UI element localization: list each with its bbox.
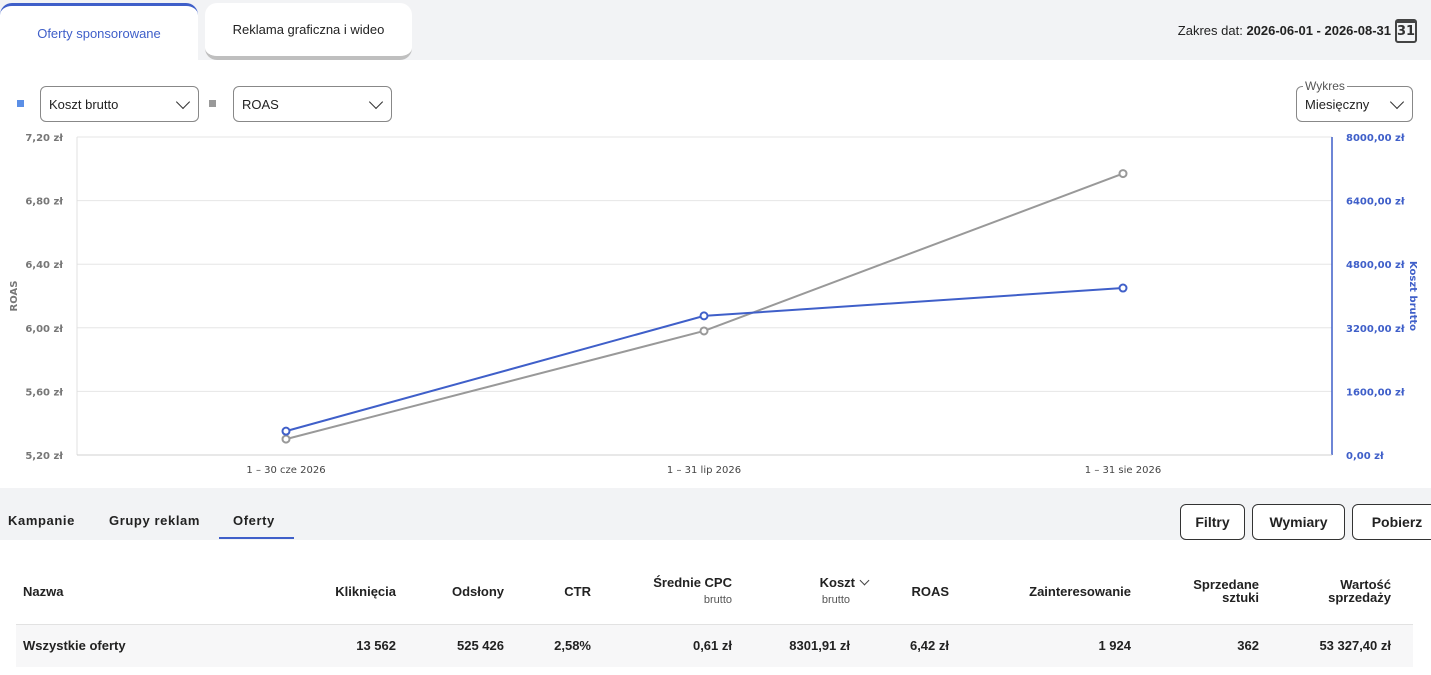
offers-table: Nazwa Kliknięcia Odsłony CTR Średnie CPC… [0, 540, 1431, 675]
download-button[interactable]: Pobierz [1352, 504, 1431, 540]
chart-period-select[interactable]: Wykres Miesięczny [1296, 79, 1413, 122]
calendar-day: 31 [1397, 24, 1416, 39]
legend-cost-square [17, 100, 24, 107]
header-interest[interactable]: Zainteresowanie [1029, 584, 1131, 599]
tab-display-video-ads[interactable]: Reklama graficzna i wideo [205, 3, 412, 60]
header-sales-value[interactable]: Wartość sprzedaży [1328, 577, 1391, 605]
calendar-icon[interactable]: 31 [1395, 19, 1417, 43]
cell-interest: 1 924 [1098, 638, 1131, 653]
metric-select-roas[interactable]: ROAS [233, 86, 392, 122]
x-tick-label: 1 – 31 lip 2026 [667, 465, 741, 476]
data-point-roas [281, 434, 291, 444]
series-line-roas [285, 172, 1124, 441]
metric-select-cost-value: Koszt brutto [49, 96, 119, 112]
date-range: Zakres dat: 2026-06-01 - 2026-08-31 [1178, 23, 1391, 38]
metric-select-roas-value: ROAS [242, 96, 279, 112]
y-right-tick-label: 3200,00 zł [1346, 324, 1405, 335]
subtab-campaigns[interactable]: Kampanie [8, 513, 75, 528]
y-left-axis-title: ROAS [9, 281, 20, 312]
cell-sales-value: 53 327,40 zł [1319, 638, 1391, 653]
data-point-cost [699, 311, 709, 321]
metric-select-cost[interactable]: Koszt brutto [40, 86, 199, 122]
table-row[interactable] [16, 624, 1413, 667]
header-cost[interactable]: Koszt brutto [819, 575, 870, 606]
data-point-cost [281, 426, 291, 436]
header-impressions[interactable]: Odsłony [451, 584, 504, 599]
sort-desc-icon[interactable] [859, 575, 870, 586]
data-point-roas [699, 326, 709, 336]
y-left-tick-label: 5,20 zł [25, 451, 63, 462]
x-tick-label: 1 – 31 sie 2026 [1085, 465, 1161, 476]
header-avg-cpc-label: Średnie CPC [653, 575, 732, 590]
cell-avg-cpc: 0,61 zł [692, 638, 732, 653]
chart-panel: Koszt brutto ROAS Wykres Miesięczny 7,20… [0, 60, 1431, 488]
chart-period-value: Miesięczny [1305, 96, 1370, 112]
cell-sold-units: 362 [1237, 638, 1259, 653]
y-left-tick-label: 5,60 zł [25, 387, 63, 398]
header-clicks[interactable]: Kliknięcia [335, 584, 396, 599]
y-right-tick-label: 8000,00 zł [1346, 133, 1405, 144]
x-tick-label: 1 – 30 cze 2026 [246, 465, 325, 476]
cell-cost: 8301,91 zł [789, 638, 850, 653]
cell-ctr: 2,58% [554, 638, 591, 653]
header-avg-cpc[interactable]: Średnie CPC brutto [653, 575, 732, 606]
legend-roas-square [209, 100, 216, 107]
subtab-ad-groups[interactable]: Grupy reklam [109, 513, 201, 528]
y-left-tick-label: 6,00 zł [25, 324, 63, 335]
header-cost-sub: brutto [821, 594, 850, 606]
header-cost-label: Koszt [819, 575, 855, 590]
tab-sponsored-offers[interactable]: Oferty sponsorowane [0, 3, 198, 60]
y-right-tick-label: 1600,00 zł [1346, 387, 1405, 398]
header-sold-units[interactable]: Sprzedane sztuki [1193, 577, 1259, 605]
y-right-tick-label: 0,00 zł [1346, 451, 1384, 462]
y-right-axis-title: Koszt brutto [1407, 261, 1418, 331]
date-range-label: Zakres dat: [1177, 23, 1243, 38]
y-right-tick-label: 4800,00 zł [1346, 260, 1405, 271]
active-tab-indicator [219, 537, 294, 539]
y-left-tick-label: 6,40 zł [25, 260, 63, 271]
filters-button[interactable]: Filtry [1180, 504, 1245, 540]
header-avg-cpc-sub: brutto [703, 594, 732, 606]
y-left-tick-label: 6,80 zł [25, 197, 63, 208]
cell-name: Wszystkie oferty [23, 638, 126, 653]
dimensions-button[interactable]: Wymiary [1252, 504, 1345, 540]
date-range-value: 2026-06-01 - 2026-08-31 [1246, 23, 1391, 38]
data-point-cost [1118, 283, 1128, 293]
cell-roas: 6,42 zł [909, 638, 949, 653]
series-line-cost [285, 287, 1124, 433]
y-right-tick-label: 6400,00 zł [1346, 197, 1405, 208]
chart-period-label: Wykres [1303, 79, 1347, 93]
subtab-offers[interactable]: Oferty [233, 513, 275, 528]
header-roas[interactable]: ROAS [911, 584, 949, 599]
cell-impressions: 525 426 [457, 638, 504, 653]
line-chart: 7,20 zł 8000,00 zł 6,80 zł 6400,00 zł 6,40 z… [9, 133, 1418, 476]
data-point-roas [1118, 169, 1128, 179]
y-left-tick-label: 7,20 zł [25, 133, 63, 144]
header-ctr[interactable]: CTR [564, 584, 591, 599]
header-name[interactable]: Nazwa [23, 584, 64, 599]
cell-clicks: 13 562 [356, 638, 396, 653]
